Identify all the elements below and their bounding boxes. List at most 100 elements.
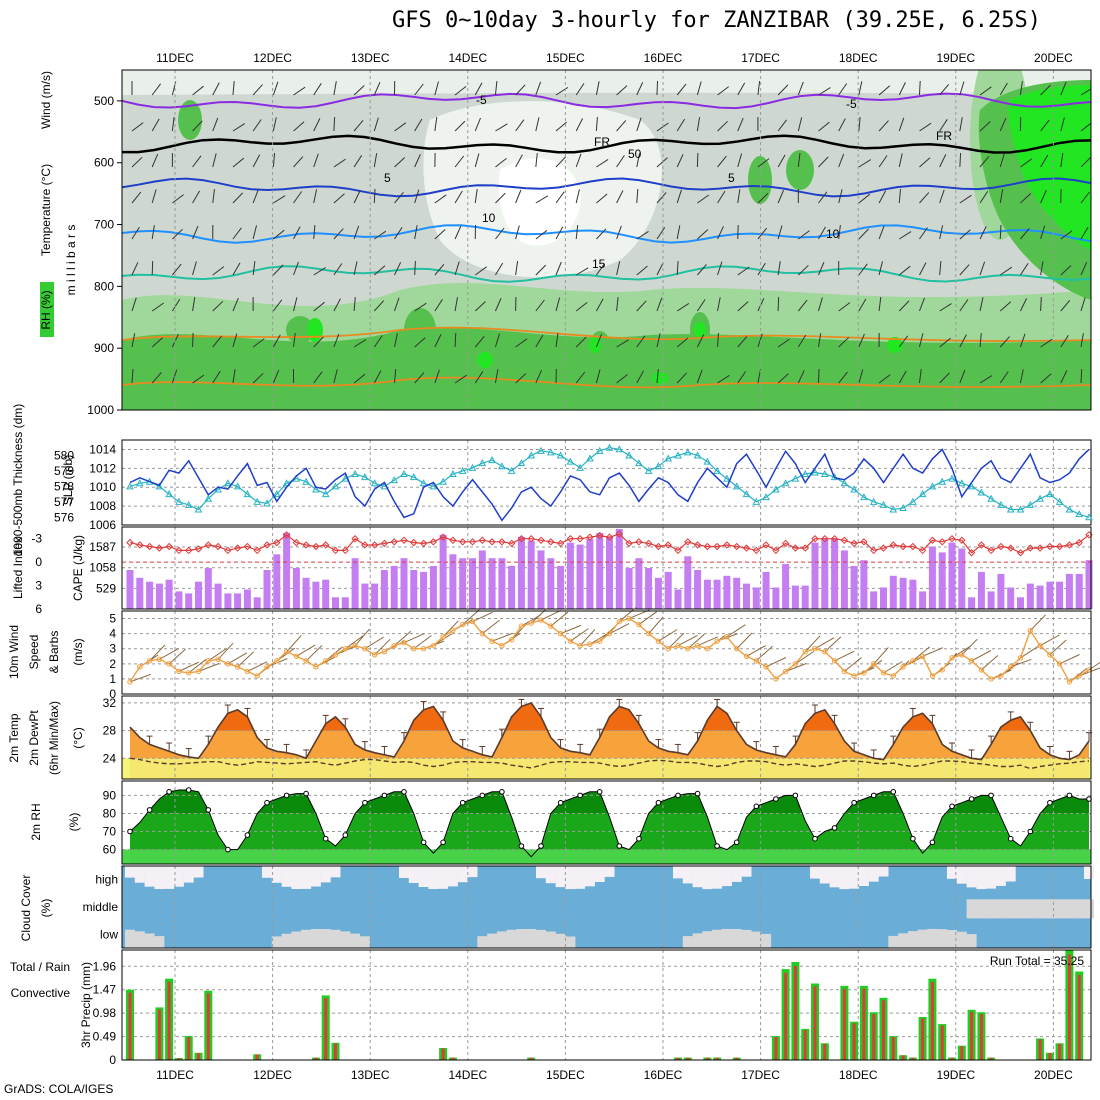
cloud-low-gap xyxy=(154,936,165,948)
thickness-point xyxy=(224,479,232,487)
wind-axis-label-2: Speed xyxy=(27,635,41,670)
cape-bar xyxy=(224,593,232,609)
wind-barb xyxy=(595,116,598,132)
wind-speed-point xyxy=(528,620,534,626)
wind-barb xyxy=(414,189,420,204)
wind-barb-10m xyxy=(736,632,753,650)
wind-barb xyxy=(515,84,526,96)
wind-barb-10m xyxy=(579,629,596,647)
wind-barb xyxy=(212,153,217,168)
wind-barb xyxy=(151,83,161,96)
thickness-point xyxy=(625,451,633,459)
cloud-high-gap xyxy=(1005,866,1016,882)
cloud-high-gap xyxy=(438,866,449,889)
wind-barb xyxy=(797,299,808,312)
lifted-index-point xyxy=(586,533,594,541)
lifted-index-point xyxy=(449,536,457,544)
wind-barb xyxy=(353,297,356,312)
wind-barb xyxy=(313,153,319,168)
wind-barb xyxy=(151,372,162,384)
precip-conv-bar xyxy=(1077,975,1081,1060)
wind-barb-10m xyxy=(472,611,493,623)
wind-barb xyxy=(394,122,407,132)
wind-barb xyxy=(979,86,992,96)
wind-tick: 3 xyxy=(109,642,116,656)
wind-barb xyxy=(1040,119,1050,132)
rh2m-point xyxy=(851,799,857,806)
cape-bar xyxy=(136,577,144,609)
wind-barb xyxy=(717,332,719,348)
li-tick: -3 xyxy=(31,532,42,546)
wind-barb xyxy=(858,263,868,276)
wind-barb xyxy=(676,260,679,276)
wind-barb-10m xyxy=(462,609,480,625)
wind-speed-point xyxy=(1008,664,1014,670)
wind-barb xyxy=(454,155,465,168)
wind-barb xyxy=(434,299,443,312)
wind-barb xyxy=(252,189,259,204)
wind-speed-point xyxy=(626,615,632,622)
precip-conv-bar xyxy=(1048,1053,1052,1060)
wind-speed-point xyxy=(616,618,622,625)
cloud-high-gap xyxy=(721,866,732,887)
precip-conv-bar xyxy=(882,1000,885,1060)
rh2m-point xyxy=(381,792,388,799)
lifted-index-point xyxy=(556,539,565,548)
wind-barb xyxy=(636,370,645,384)
thickness-line xyxy=(129,447,1090,518)
cape-bar xyxy=(997,573,1005,609)
y-tick-label: 700 xyxy=(94,218,114,232)
wind-barb xyxy=(979,155,990,168)
wind-speed-point xyxy=(959,652,965,658)
wind-speed-point xyxy=(146,658,153,664)
wind-barb xyxy=(394,157,406,168)
wind-barb xyxy=(555,297,561,312)
thickness-point xyxy=(772,485,780,493)
lifted-index-point xyxy=(733,542,741,551)
wind-barb xyxy=(979,121,991,132)
lifted-index-point xyxy=(1065,541,1074,549)
wind-tick: 2 xyxy=(109,657,116,671)
wind-barb xyxy=(737,371,747,384)
cloud-low-gap xyxy=(898,933,909,948)
cloud-axis-label: Cloud Cover xyxy=(19,875,33,942)
temp-frame xyxy=(121,695,1092,780)
cloud-level-label: high xyxy=(95,873,118,887)
precip-conv-bar xyxy=(177,1058,181,1060)
wind-barb xyxy=(616,374,628,384)
lifted-index-point xyxy=(410,538,418,547)
isotherm-10 xyxy=(122,224,1091,244)
lifted-index-point xyxy=(517,535,526,543)
thickness-point xyxy=(400,469,408,477)
wind-barb xyxy=(293,226,301,240)
lifted-index-point xyxy=(879,544,888,552)
wind-speed-point xyxy=(332,652,339,658)
wind-barb-10m xyxy=(951,645,971,659)
contour-label: FR xyxy=(594,135,610,149)
cape-bar xyxy=(645,568,653,609)
cape-bar xyxy=(870,591,878,609)
precip-conv-bar xyxy=(979,1014,983,1060)
thickness-point xyxy=(302,477,310,485)
wind-barb-10m xyxy=(540,609,562,621)
lifted-index-point xyxy=(1055,542,1064,551)
rh-driest-region xyxy=(498,158,581,246)
wind-barb xyxy=(1060,335,1069,348)
lifted-index-point xyxy=(155,544,164,552)
thickness-point xyxy=(1016,505,1025,513)
wind-barb xyxy=(777,84,789,96)
wind-barb-10m xyxy=(697,636,718,647)
cloud-low-gap xyxy=(477,936,488,948)
thickness-point xyxy=(977,488,986,496)
cape-bar xyxy=(243,589,251,609)
cloud-mid-gap xyxy=(1074,899,1085,919)
wind-speed-point xyxy=(655,638,662,644)
wind-barb xyxy=(595,298,604,312)
wind-barb xyxy=(474,82,483,96)
cape-bar xyxy=(146,581,154,609)
wind-barb xyxy=(838,336,850,348)
thickness-point xyxy=(693,451,702,459)
wind-barb xyxy=(717,297,721,312)
lifted-index-point xyxy=(958,536,966,544)
